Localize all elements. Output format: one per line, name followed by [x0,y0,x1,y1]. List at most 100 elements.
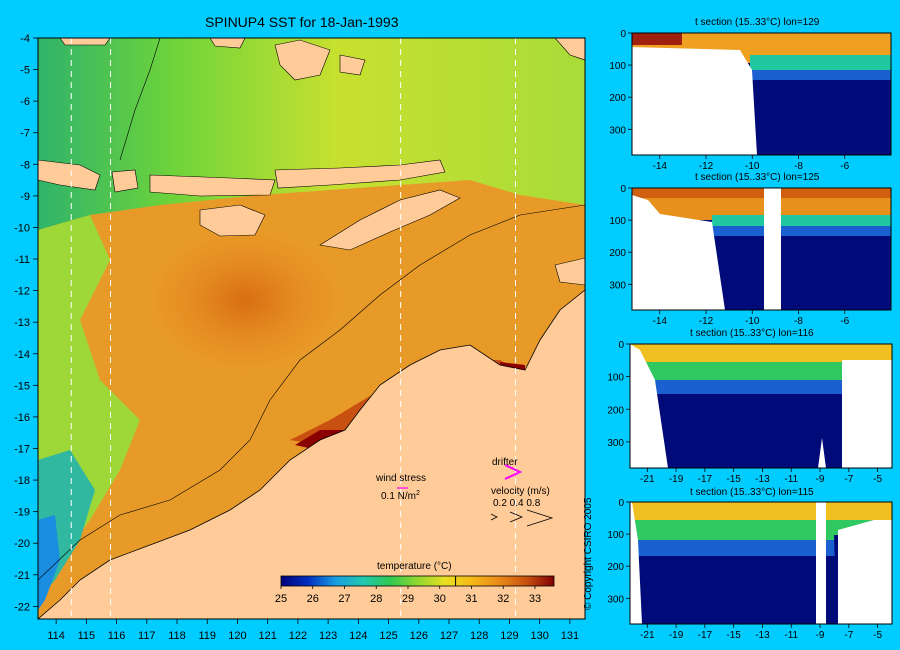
colorbar-tick-label: 28 [370,593,382,605]
section-x-tick-label: -21 [640,474,655,485]
colorbar-ticks: 25 26 27 28 29 30 31 32 33 [275,576,541,605]
section-x-tick-label: -15 [726,630,741,641]
wind-stress-exponent: 2 [416,490,420,497]
map-y-tick-label: -17 [14,443,30,455]
map-y-tick-label: -8 [20,159,30,171]
section-x-tick-label: -21 [640,630,655,641]
bali-lombok-islands [111,169,139,193]
section-x-tick-label: -13 [755,474,770,485]
section-lon116-title: t section (15..33°C) lon=116 [690,328,814,339]
map-x-tick-label: 127 [440,630,458,642]
map-x-tick-label: 126 [410,630,428,642]
map-x-tick-label: 121 [258,630,276,642]
section-x-tick-label: -6 [840,316,849,327]
section-x-tick-label: -5 [873,630,882,641]
map-x-tick-label: 124 [349,630,367,642]
colorbar-tick-label: 25 [275,593,287,605]
map-y-tick-label: -4 [20,33,30,45]
section-longitude-lines [70,38,516,619]
java-island [38,159,101,191]
map-y-tick-label: -9 [20,191,30,203]
map-y-tick-label: -18 [14,475,30,487]
map-x-tick-label: 129 [500,630,518,642]
section-lon125: t section (15..33°C) lon=125 -14 -12 -10 -8… [609,172,892,327]
chart-title: SPINUP4 SST for 18-Jan-1993 [205,14,399,30]
new-guinea-island [554,38,585,61]
section-y-tick-label: 300 [609,125,626,136]
map-y-tick-label: -14 [14,349,30,361]
map-y-tick-label: -16 [14,412,30,424]
map-x-tick-label: 115 [78,630,96,642]
flores-island [274,159,446,189]
colorbar-tick-label: 29 [402,593,414,605]
section-y-tick-label: 0 [620,184,626,195]
wind-stress-scale: 0.1 N/m [381,491,416,502]
map-x-tick-label: 125 [379,630,397,642]
section-lon129: t section (15..33°C) lon=129 -14 -12 -10 -8… [609,17,892,172]
map-y-tick-label: -11 [15,254,30,266]
map-x-tick-label: 116 [108,630,126,642]
section-x-tick-label: -15 [726,474,741,485]
section-y-tick-label: 100 [609,216,626,227]
wind-stress-label: wind stress [375,473,426,484]
section-x-tick-label: -14 [653,316,668,327]
section-x-tick-label: -9 [816,474,825,485]
section-y-tick-label: 300 [607,438,624,449]
section-x-tick-label: -17 [698,630,713,641]
map-x-tick-label: 130 [530,630,548,642]
colorbar-tick-label: 31 [465,593,477,605]
section-lon125-gap [764,188,781,310]
section-x-tick-label: -7 [844,630,853,641]
map-y-tick-label: -5 [20,65,30,77]
colorbar-label: temperature (°C) [377,561,452,572]
map-x-tick-label: 117 [138,630,156,642]
section-x-tick-label: -5 [873,474,882,485]
drifter-label: drifter [492,457,518,468]
section-lon116: t section (15..33°C) lon=116 -21 -19 -17 -1… [607,328,893,485]
map-y-tick-label: -22 [14,601,30,613]
section-x-tick-label: -13 [755,630,770,641]
map-x-tick-label: 123 [319,630,337,642]
map-x-tick-label: 131 [561,630,579,642]
section-y-tick-label: 300 [607,594,624,605]
copyright-notice: © Copyright CSIRO 2005 [583,497,594,610]
section-x-tick-label: -10 [745,161,760,172]
section-y-tick-label: 300 [609,280,626,291]
colorbar-tick-label: 27 [338,593,350,605]
map-x-tick-label: 122 [289,630,307,642]
section-lon129-land [632,47,757,155]
map-y-tick-label: -19 [14,507,30,519]
section-y-tick-label: 200 [609,93,626,104]
section-lon115-land [630,502,642,624]
section-lon125-title: t section (15..33°C) lon=125 [695,172,820,183]
warm-eddy [150,230,340,370]
map-x-tick-label: 119 [198,630,216,642]
map-x-tick-label: 118 [168,630,186,642]
section-x-tick-label: -8 [794,316,803,327]
section-lon115-title: t section (15..33°C) lon=115 [690,487,814,498]
map-y-tick-label: -15 [14,380,30,392]
map-y-tick-label: -13 [14,317,30,329]
map-y-tick-label: -12 [14,286,30,298]
map-x-tick-label: 114 [47,630,65,642]
section-x-tick-label: -7 [844,474,853,485]
svg-text:0.1 N/m2: 0.1 N/m2 [381,490,420,502]
australia-land [38,289,585,619]
colorbar-tick-label: 26 [307,593,319,605]
section-lon129-title: t section (15..33°C) lon=129 [695,17,820,28]
sumba-island [199,204,266,237]
section-y-tick-label: 200 [607,405,624,416]
section-x-tick-label: -10 [745,316,760,327]
sulawesi-island [274,39,331,81]
map-y-tick-label: -6 [20,96,30,108]
map-x-axis: 114 115 116 117 118 119 120 121 122 123 124 125 126 1… [47,619,579,642]
map-y-tick-label: -20 [14,538,30,550]
colorbar [280,575,555,587]
velocity-label: velocity (m/s) [491,486,550,497]
colorbar-tick-label: 30 [434,593,446,605]
map-y-tick-label: -7 [20,128,30,140]
map-y-tick-label: -10 [14,222,30,234]
section-y-tick-label: 0 [620,29,626,40]
